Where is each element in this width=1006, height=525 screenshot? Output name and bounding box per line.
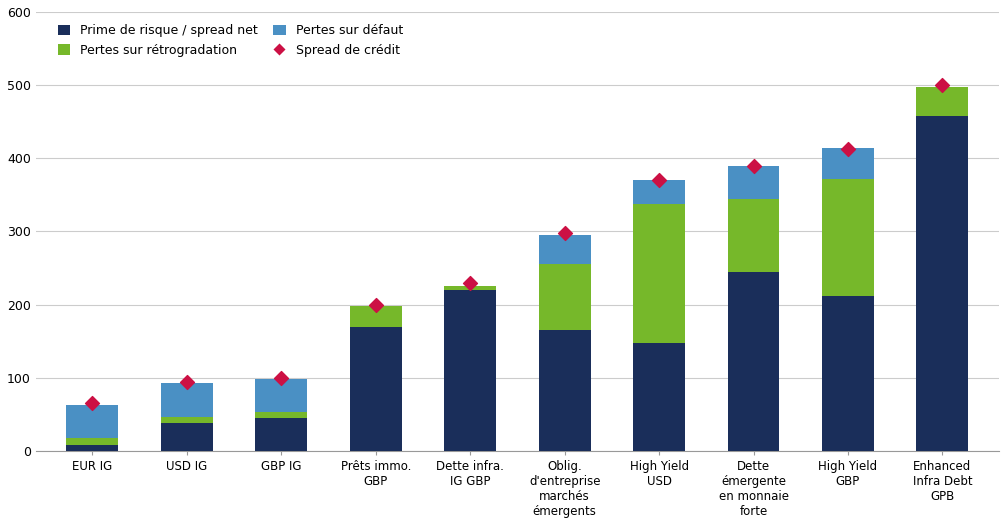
Bar — [445, 290, 496, 451]
Bar — [538, 235, 591, 265]
Bar — [916, 116, 969, 451]
Point — [179, 377, 195, 386]
Bar — [727, 198, 780, 272]
Bar — [66, 438, 119, 445]
Bar — [66, 405, 119, 438]
Bar — [633, 180, 685, 204]
Point — [840, 144, 856, 153]
Point — [274, 374, 290, 382]
Bar — [633, 343, 685, 451]
Bar — [727, 166, 780, 198]
Bar — [822, 296, 874, 451]
Bar — [538, 265, 591, 330]
Point — [85, 399, 101, 407]
Bar — [161, 417, 213, 423]
Bar — [916, 87, 969, 116]
Bar — [633, 204, 685, 343]
Bar — [538, 330, 591, 451]
Point — [745, 161, 762, 170]
Bar — [350, 327, 401, 451]
Point — [556, 229, 572, 237]
Bar — [66, 445, 119, 451]
Bar — [350, 306, 401, 327]
Bar — [822, 179, 874, 296]
Point — [651, 176, 667, 184]
Bar — [727, 272, 780, 451]
Bar — [256, 418, 307, 451]
Bar — [445, 286, 496, 290]
Point — [368, 300, 384, 309]
Bar — [161, 383, 213, 417]
Bar — [256, 379, 307, 412]
Bar — [161, 423, 213, 451]
Point — [935, 81, 951, 89]
Bar — [822, 148, 874, 179]
Bar — [256, 412, 307, 418]
Legend: Prime de risque / spread net, Pertes sur rétrogradation, Pertes sur défaut, Spre: Prime de risque / spread net, Pertes sur… — [51, 18, 409, 63]
Point — [462, 278, 478, 287]
